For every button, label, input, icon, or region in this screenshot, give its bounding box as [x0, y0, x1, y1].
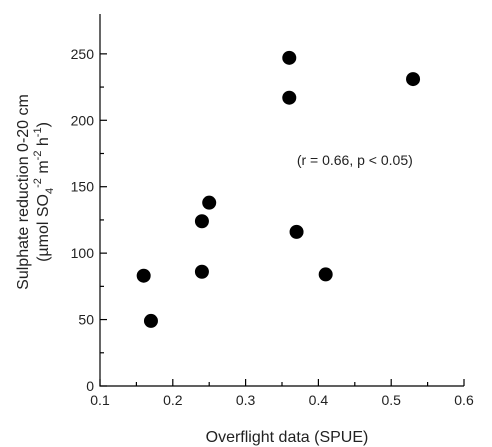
y-tick-label: 250	[71, 46, 95, 62]
units-part-1: 4	[44, 188, 56, 194]
y-axis-title: Sulphate reduction 0-20 cm	[15, 94, 32, 290]
units-part-7: )	[35, 122, 52, 127]
axis-frame	[99, 14, 464, 387]
plot-area	[99, 14, 464, 387]
data-point	[282, 90, 297, 105]
x-axis: 0.1 0.2 0.3 0.4 0.5 0.6	[90, 379, 474, 408]
x-tick-label: 0.6	[454, 392, 474, 408]
y-tick-label: 50	[78, 312, 94, 328]
units-part-0: (µmol SO	[35, 194, 52, 262]
y-tick-label: 150	[71, 179, 95, 195]
units-part-3: m	[35, 160, 52, 178]
x-tick-label: 0.4	[309, 392, 329, 408]
x-axis-title: Overflight data (SPUE)	[206, 429, 369, 446]
data-points	[136, 50, 421, 328]
x-tick-label: 0.1	[90, 392, 110, 408]
data-point	[406, 72, 421, 87]
y-axis-units-text: (µmol SO4-2 m-2 h-1)	[32, 122, 56, 262]
data-point	[282, 50, 297, 65]
data-point	[194, 214, 209, 229]
data-point	[136, 268, 151, 283]
x-tick-label: 0.5	[381, 392, 401, 408]
data-point	[318, 267, 333, 282]
units-part-4: -2	[32, 151, 44, 161]
y-axis: 0 50 100 150 200 250	[71, 46, 107, 394]
annotation: (r = 0.66, p < 0.05)	[297, 152, 413, 168]
units-part-2: -2	[32, 178, 44, 188]
y-axis-title-line1: Sulphate reduction 0-20 cm	[15, 94, 32, 290]
units-part-6: -1	[32, 127, 44, 137]
data-point	[202, 195, 217, 210]
data-point	[143, 313, 158, 328]
y-tick-label: 100	[71, 245, 95, 261]
units-part-5: h	[35, 137, 52, 150]
data-point	[289, 224, 304, 239]
y-tick-label: 200	[71, 112, 95, 128]
y-axis-title-units: (µmol SO4-2 m-2 h-1)	[32, 122, 56, 262]
x-tick-label: 0.2	[163, 392, 183, 408]
data-point	[194, 264, 209, 279]
x-tick-label: 0.3	[236, 392, 256, 408]
y-tick-label: 0	[86, 378, 94, 394]
